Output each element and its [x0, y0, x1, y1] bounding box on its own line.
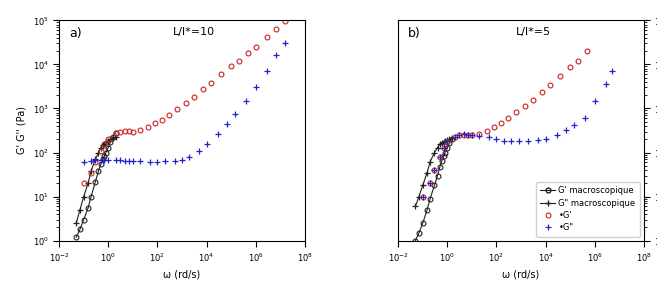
Text: b): b)	[408, 27, 420, 40]
X-axis label: ω (rd/s): ω (rd/s)	[503, 269, 539, 279]
Legend: G' macroscopique, G" macroscopique, •G', •G": G' macroscopique, G" macroscopique, •G',…	[536, 182, 640, 237]
Y-axis label: G' G'' (Pa): G' G'' (Pa)	[17, 106, 27, 155]
X-axis label: ω (rd/s): ω (rd/s)	[164, 269, 200, 279]
Text: L/l*=10: L/l*=10	[173, 27, 215, 37]
Text: L/l*=5: L/l*=5	[516, 27, 551, 37]
Text: a): a)	[69, 27, 81, 40]
